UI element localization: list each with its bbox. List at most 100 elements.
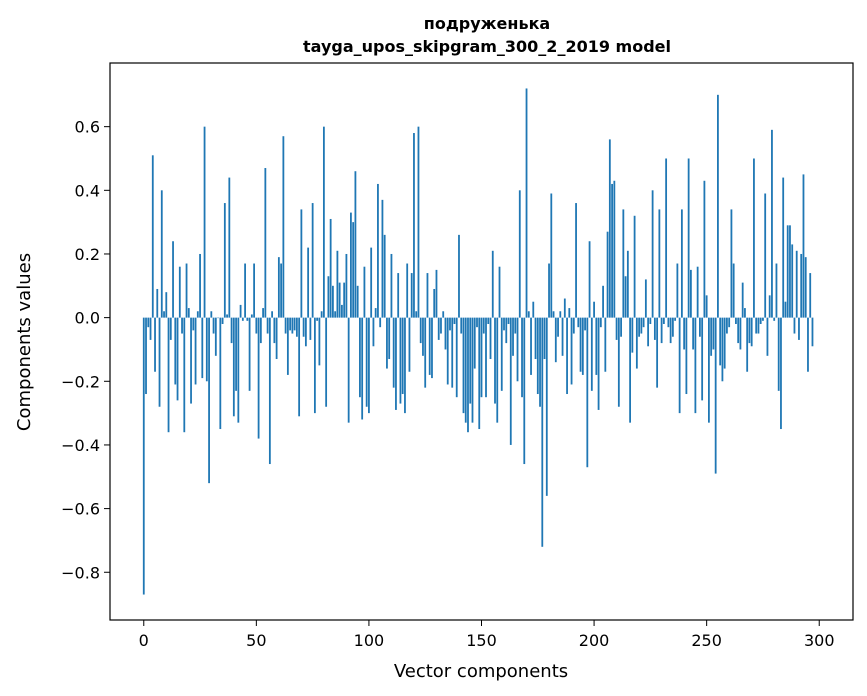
- bar-295: [807, 317, 809, 372]
- x-tick-label: 200: [579, 631, 610, 650]
- bar-244: [692, 317, 695, 350]
- x-tick-label: 300: [804, 631, 835, 650]
- bar-230: [660, 317, 663, 344]
- bar-218: [633, 215, 636, 318]
- bar-136: [449, 317, 451, 331]
- bar-38: [228, 177, 231, 318]
- bar-146: [471, 317, 474, 423]
- bar-287: [789, 225, 791, 318]
- bar-219: [635, 317, 638, 369]
- bar-209: [613, 180, 616, 318]
- bar-17: [181, 317, 183, 334]
- bar-210: [615, 317, 618, 340]
- bar-241: [685, 317, 688, 395]
- bar-228: [656, 317, 659, 388]
- x-axis-label: Vector components: [394, 661, 568, 682]
- bar-249: [703, 180, 706, 318]
- bar-206: [606, 231, 609, 318]
- bar-201: [595, 317, 598, 375]
- y-tick-label: −0.6: [61, 500, 100, 519]
- y-tick-label: −0.4: [61, 436, 100, 455]
- bar-29: [208, 317, 210, 484]
- bar-160: [503, 317, 505, 331]
- bar-123: [419, 317, 422, 344]
- bar-268: [746, 317, 749, 372]
- bar-99: [365, 317, 368, 407]
- bar-195: [581, 317, 584, 375]
- bar-269: [748, 317, 751, 344]
- bar-150: [480, 317, 483, 398]
- bar-175: [536, 317, 539, 395]
- bar-216: [629, 317, 631, 423]
- bar-154: [489, 317, 492, 360]
- bar-240: [683, 317, 686, 350]
- bar-190: [570, 317, 573, 385]
- bar-191: [572, 317, 575, 334]
- bar-16: [178, 266, 181, 318]
- bar-42: [237, 317, 240, 423]
- bar-88: [341, 304, 343, 318]
- bar-142: [462, 317, 465, 414]
- bar-116: [404, 317, 406, 414]
- bar-153: [487, 317, 490, 324]
- bar-207: [608, 139, 611, 318]
- bar-261: [730, 209, 733, 318]
- bar-282: [777, 317, 780, 391]
- bar-20: [187, 308, 190, 318]
- bar-220: [638, 317, 641, 337]
- bar-277: [766, 317, 769, 356]
- bar-34: [219, 317, 222, 430]
- bar-117: [406, 263, 409, 318]
- bar-204: [602, 285, 604, 318]
- bar-156: [494, 317, 496, 404]
- bar-221: [640, 317, 643, 334]
- bar-60: [277, 257, 280, 318]
- bar-297: [811, 317, 814, 347]
- bar-95: [356, 285, 359, 318]
- bar-245: [694, 317, 697, 414]
- bar-13: [172, 241, 174, 318]
- bar-110: [390, 253, 393, 318]
- bar-236: [674, 317, 677, 321]
- bar-126: [426, 273, 429, 318]
- bar-271: [753, 158, 755, 318]
- bar-8: [160, 190, 163, 318]
- bar-43: [239, 304, 242, 318]
- bar-202: [597, 317, 600, 410]
- y-tick-label: 0.0: [75, 309, 100, 328]
- bar-289: [793, 317, 796, 334]
- bar-81: [325, 317, 328, 407]
- x-tick-label: 0: [139, 631, 149, 650]
- bar-33: [217, 317, 219, 319]
- bar-255: [717, 94, 719, 318]
- y-axis-ticks: −0.8 −0.6 −0.4 −0.2 0.0 0.2 0.4 0.6: [61, 118, 110, 582]
- bar-177: [541, 317, 544, 547]
- bar-35: [221, 317, 224, 324]
- bar-200: [593, 301, 595, 318]
- bar-262: [732, 263, 735, 318]
- y-tick-label: 0.4: [75, 181, 100, 200]
- bar-251: [708, 317, 710, 423]
- bar-248: [701, 317, 704, 401]
- bar-239: [680, 209, 683, 318]
- bar-162: [507, 317, 510, 324]
- y-tick-label: 0.6: [75, 118, 100, 137]
- bar-223: [644, 279, 647, 318]
- bar-67: [293, 317, 296, 331]
- bar-2: [147, 317, 150, 328]
- bar-36: [223, 203, 226, 318]
- bar-199: [590, 317, 593, 391]
- bar-280: [773, 317, 776, 321]
- x-tick-label: 100: [354, 631, 385, 650]
- bar-293: [802, 174, 805, 318]
- bar-155: [491, 250, 494, 318]
- bar-188: [566, 317, 568, 395]
- bar-198: [588, 241, 591, 318]
- bar-184: [557, 317, 559, 337]
- bar-217: [631, 317, 634, 353]
- bar-174: [534, 317, 537, 360]
- chart-subtitle: tayga_upos_skipgram_300_2_2019 model: [303, 37, 671, 56]
- bar-246: [696, 266, 699, 318]
- bar-242: [687, 158, 690, 318]
